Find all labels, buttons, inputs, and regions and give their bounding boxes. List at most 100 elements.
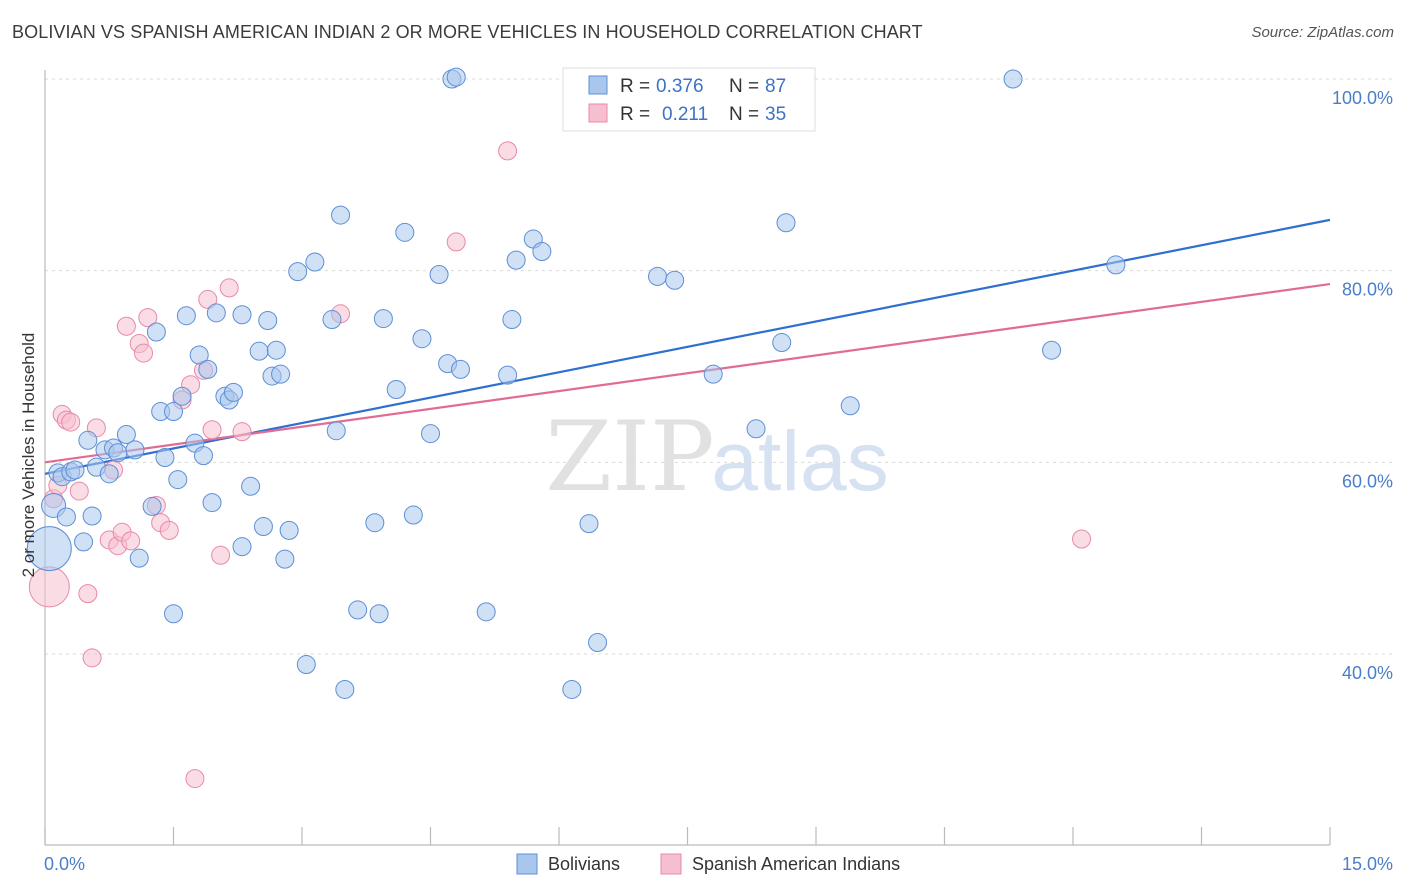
bottom-legend: Bolivians Spanish American Indians <box>516 853 900 875</box>
chart-title: BOLIVIAN VS SPANISH AMERICAN INDIAN 2 OR… <box>12 22 923 42</box>
bolivians-point <box>275 549 295 569</box>
bolivians-point <box>1042 340 1062 360</box>
spanish-american-indians-point <box>185 769 205 789</box>
watermark-atlas: atlas <box>711 414 888 508</box>
source-label: Source: ZipAtlas.com <box>1251 24 1394 41</box>
bolivians-point <box>125 440 145 460</box>
bolivians-point <box>129 548 149 568</box>
bolivians-point <box>206 303 226 323</box>
spanish-american-indians-point <box>446 232 466 252</box>
bolivians-point <box>395 222 415 242</box>
spanish-american-indians-point <box>138 308 158 328</box>
bolivians-point <box>746 419 766 439</box>
bolivians-point <box>108 443 128 463</box>
bolivians-point <box>266 340 286 360</box>
bolivians-point <box>168 470 188 490</box>
bolivians-point <box>56 507 76 527</box>
bolivians-point <box>369 604 389 624</box>
spanish-american-indians-point <box>82 648 102 668</box>
bolivians-point <box>703 364 723 384</box>
spanish-american-indians-trend-line <box>44 282 1331 464</box>
bottom-legend-swatch-spanish-american-indians <box>660 853 682 875</box>
watermark: ZIP atlas <box>545 401 888 513</box>
legend-n-value-2: 35 <box>765 104 786 125</box>
bolivians-point <box>840 396 860 416</box>
y-axis-label: 2 or more Vehicles in Household <box>19 333 38 578</box>
bolivians-point <box>99 464 119 484</box>
bolivians-point <box>78 430 98 450</box>
grid-lines <box>45 78 1395 655</box>
bolivians-point <box>506 250 526 270</box>
bolivians-point <box>326 421 346 441</box>
bolivians-point <box>164 604 183 624</box>
bolivians-point <box>348 600 368 620</box>
bolivians-point <box>172 386 192 406</box>
spanish-american-indians-point <box>198 289 218 309</box>
bottom-legend-swatch-bolivians <box>516 853 538 875</box>
bolivians-point <box>665 270 685 290</box>
y-tick-label: 40.0% <box>1342 663 1393 683</box>
bolivians-point <box>198 359 218 379</box>
bolivians-point <box>648 266 668 286</box>
spanish-american-indians-point <box>159 520 179 540</box>
bolivians-point <box>365 513 385 533</box>
legend-n-value-1: 87 <box>765 76 786 97</box>
bolivians-point <box>772 333 792 353</box>
legend-r-label-2: R = <box>620 104 650 125</box>
bolivians-point <box>579 514 599 534</box>
bolivians-point <box>1106 255 1126 275</box>
x-tick-labels: 0.0% 15.0% <box>44 854 1393 874</box>
bolivians-point <box>1003 69 1023 89</box>
bolivians-point <box>403 505 423 525</box>
spanish-american-indians-point <box>498 141 518 161</box>
spanish-american-indians-point <box>116 316 136 336</box>
bolivians-point <box>562 679 582 699</box>
legend: R = 0.376 N = 87 R = 0.211 N = 35 <box>562 67 816 132</box>
bolivians-point <box>373 309 393 329</box>
y-tick-label: 60.0% <box>1342 471 1393 491</box>
bolivians-point <box>429 265 449 284</box>
bolivians-point <box>116 425 136 445</box>
spanish-american-indians-point <box>121 531 141 551</box>
legend-swatch-spanish-american-indians <box>588 103 608 123</box>
y-tick-labels: 40.0% 60.0% 80.0% 100.0% <box>1332 88 1393 683</box>
y-tick-label: 100.0% <box>1332 88 1393 108</box>
bolivians-point <box>146 322 166 342</box>
bolivians-point <box>223 382 243 402</box>
bolivians-point <box>776 213 796 233</box>
spanish-american-indians-point <box>78 584 98 604</box>
bolivians-point <box>142 496 162 516</box>
bolivians-point <box>322 310 342 330</box>
bottom-legend-label-bolivians: Bolivians <box>548 854 620 874</box>
y-tick-label: 80.0% <box>1342 280 1393 300</box>
bolivians-point <box>532 242 552 261</box>
watermark-zip: ZIP <box>545 401 714 513</box>
legend-r-value-1: 0.376 <box>656 76 704 97</box>
bolivians-point <box>253 517 273 537</box>
spanish-american-indians-point <box>134 343 154 363</box>
bolivians-point <box>502 310 522 330</box>
bolivians-point <box>450 359 470 379</box>
legend-n-label-1: N = <box>729 76 759 97</box>
bolivians-point <box>232 537 252 557</box>
legend-n-label-2: N = <box>729 104 759 125</box>
bolivians-point <box>74 532 94 552</box>
axes <box>44 70 1331 846</box>
bolivians-point <box>305 252 325 272</box>
bolivians-point <box>202 493 222 513</box>
bolivians-point <box>588 633 608 652</box>
bolivians-point <box>189 345 209 365</box>
spanish-american-indians-point <box>211 545 231 565</box>
bolivians-point <box>26 526 72 572</box>
bolivians-point <box>82 506 102 526</box>
bolivians-point <box>65 460 85 480</box>
bottom-legend-label-spanish-american-indians: Spanish American Indians <box>692 854 900 874</box>
bolivians-point <box>446 67 466 87</box>
bolivians-point <box>258 311 278 330</box>
bolivians-point <box>193 446 213 466</box>
bolivians-point <box>476 602 496 622</box>
bolivians-point <box>386 380 406 399</box>
bolivians-point <box>296 655 316 675</box>
bolivians-point <box>155 448 175 468</box>
bolivians-point <box>279 520 299 540</box>
